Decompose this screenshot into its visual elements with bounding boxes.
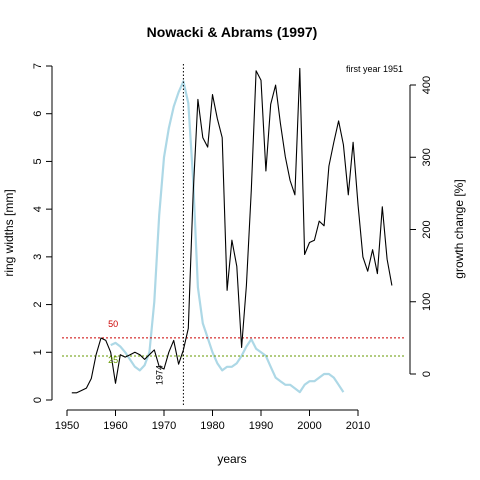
y-left-tick-label: 2 (32, 302, 44, 308)
x-tick-label: 1970 (152, 420, 176, 432)
y-right-tick-label: 400 (421, 76, 433, 94)
y-left-axis-label: ring widths [mm] (2, 189, 16, 276)
y-right-tick-label: 100 (421, 293, 433, 311)
x-tick-label: 1950 (55, 420, 79, 432)
x-axis-label: years (217, 452, 246, 466)
x-tick-label: 1960 (103, 420, 127, 432)
y-left-tick-label: 4 (32, 206, 44, 212)
threshold-label-50: 50 (108, 319, 118, 329)
y-right-tick-label: 0 (421, 371, 433, 377)
x-tick-label: 2000 (297, 420, 321, 432)
y-left-tick-label: 1 (32, 349, 44, 355)
y-right-axis-label: growth change [%] (452, 179, 466, 278)
x-tick-label: 1980 (200, 420, 224, 432)
release-year-label: 1974 (154, 365, 164, 385)
y-left-tick-label: 0 (32, 397, 44, 403)
y-left-tick-label: 7 (32, 63, 44, 69)
chart-title: Nowacki & Abrams (1997) (147, 24, 318, 40)
x-tick-label: 2010 (346, 420, 370, 432)
y-right-tick-label: 200 (421, 220, 433, 238)
y-left-tick-label: 3 (32, 254, 44, 260)
y-left-tick-label: 6 (32, 111, 44, 117)
threshold-label-25: 25 (108, 355, 118, 365)
first-year-annotation: first year 1951 (346, 64, 403, 74)
x-tick-label: 1990 (249, 420, 273, 432)
y-left-tick-label: 5 (32, 158, 44, 164)
y-right-tick-label: 300 (421, 148, 433, 166)
